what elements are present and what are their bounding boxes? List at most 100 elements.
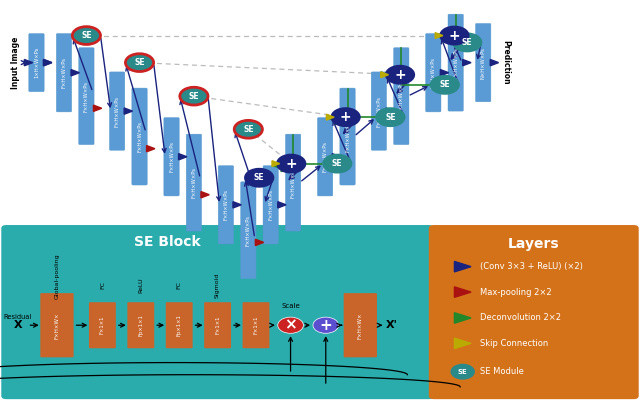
FancyBboxPatch shape [186, 134, 202, 231]
Text: F×H×W×Ps: F×H×W×Ps [191, 167, 196, 198]
Text: Residual: Residual [4, 314, 32, 320]
Circle shape [376, 108, 404, 126]
Text: SE: SE [440, 80, 450, 89]
Circle shape [386, 66, 414, 84]
Text: F×1×1: F×1×1 [253, 316, 259, 335]
Text: SE: SE [189, 92, 199, 101]
Text: Sigmoid: Sigmoid [215, 272, 220, 297]
Text: F×H×W×Ps: F×H×W×Ps [453, 47, 458, 78]
Text: Scale: Scale [281, 303, 300, 309]
Text: FC: FC [100, 281, 105, 289]
FancyBboxPatch shape [285, 134, 301, 231]
FancyBboxPatch shape [204, 302, 231, 348]
Circle shape [451, 364, 474, 379]
Text: Global-pooling: Global-pooling [54, 253, 60, 299]
FancyBboxPatch shape [132, 88, 147, 185]
Text: ×: × [284, 318, 297, 333]
Text: F×H×W×Ps: F×H×W×Ps [399, 81, 404, 112]
FancyBboxPatch shape [79, 48, 94, 145]
Text: F×H×W×Ps: F×H×W×Ps [61, 57, 67, 88]
Text: F×H×W×Ps: F×H×W×Ps [376, 96, 381, 126]
Polygon shape [44, 59, 52, 66]
Text: FC: FC [177, 281, 182, 289]
Circle shape [440, 27, 468, 44]
FancyBboxPatch shape [344, 293, 377, 358]
Polygon shape [272, 161, 280, 166]
Text: SE Module: SE Module [480, 367, 524, 376]
Circle shape [431, 76, 459, 94]
Text: Input Image: Input Image [12, 36, 20, 89]
Text: SE: SE [81, 31, 92, 40]
Polygon shape [255, 239, 264, 246]
Polygon shape [179, 154, 187, 160]
Polygon shape [435, 33, 443, 38]
FancyBboxPatch shape [218, 166, 234, 244]
Text: SE: SE [458, 369, 468, 375]
Polygon shape [44, 59, 52, 66]
Text: F×H×W×Ps: F×H×W×Ps [268, 189, 273, 220]
Text: F×H×W×Ps: F×H×W×Ps [291, 167, 296, 198]
Text: SE: SE [462, 38, 472, 47]
Circle shape [245, 169, 273, 187]
FancyBboxPatch shape [56, 34, 72, 112]
FancyBboxPatch shape [340, 88, 355, 185]
FancyBboxPatch shape [127, 302, 154, 348]
Circle shape [313, 317, 339, 333]
Polygon shape [24, 59, 33, 66]
Text: N×H×W×Ps: N×H×W×Ps [481, 47, 486, 78]
Text: F×H×W×Ps: F×H×W×Ps [246, 215, 251, 246]
FancyBboxPatch shape [166, 302, 193, 348]
Circle shape [277, 155, 305, 173]
Text: Max-pooling 2×2: Max-pooling 2×2 [480, 288, 552, 297]
FancyBboxPatch shape [394, 48, 409, 145]
Text: Skip Connection: Skip Connection [480, 339, 548, 348]
Text: (Conv 3×3 + ReLU) (×2): (Conv 3×3 + ReLU) (×2) [480, 262, 583, 271]
Text: F×H×W×Ps: F×H×W×Ps [169, 141, 174, 172]
Text: +: + [394, 68, 406, 82]
Circle shape [453, 34, 481, 51]
Text: F×H×W×Ps: F×H×W×Ps [223, 189, 228, 220]
Text: +: + [340, 110, 351, 124]
Text: SE: SE [243, 125, 253, 134]
Polygon shape [463, 59, 471, 66]
Polygon shape [454, 287, 471, 297]
Text: F×H×W×Ps: F×H×W×Ps [115, 96, 120, 126]
Polygon shape [454, 338, 471, 349]
Text: Layers: Layers [508, 237, 559, 250]
Polygon shape [71, 69, 79, 76]
Polygon shape [233, 202, 241, 208]
Polygon shape [381, 72, 388, 78]
FancyBboxPatch shape [1, 225, 434, 399]
Circle shape [180, 87, 208, 105]
Circle shape [125, 54, 154, 72]
Text: F×1×1: F×1×1 [215, 316, 220, 335]
FancyBboxPatch shape [426, 34, 441, 112]
FancyBboxPatch shape [40, 293, 74, 358]
Polygon shape [124, 108, 132, 114]
Text: SE: SE [385, 113, 396, 122]
FancyBboxPatch shape [164, 118, 179, 196]
FancyBboxPatch shape [429, 225, 639, 399]
FancyBboxPatch shape [371, 72, 387, 150]
FancyBboxPatch shape [89, 302, 116, 348]
Text: Prediction: Prediction [501, 40, 510, 85]
Text: F×H×W×: F×H×W× [54, 312, 60, 339]
Text: Fp×1×1: Fp×1×1 [177, 314, 182, 336]
FancyBboxPatch shape [243, 302, 269, 348]
FancyBboxPatch shape [29, 34, 44, 92]
Circle shape [278, 317, 303, 333]
Text: ReLU: ReLU [138, 277, 143, 292]
Polygon shape [440, 69, 449, 76]
Polygon shape [332, 154, 340, 160]
Text: SE Block: SE Block [134, 236, 200, 249]
FancyBboxPatch shape [317, 118, 333, 196]
Text: Deconvolution 2×2: Deconvolution 2×2 [480, 314, 561, 322]
Text: SE: SE [134, 58, 145, 67]
Circle shape [332, 108, 360, 126]
Text: X': X' [386, 320, 397, 330]
Polygon shape [490, 59, 499, 66]
FancyBboxPatch shape [241, 182, 256, 279]
FancyBboxPatch shape [448, 14, 463, 111]
Polygon shape [386, 108, 394, 114]
Text: F×H×W×Ps: F×H×W×Ps [323, 141, 328, 172]
